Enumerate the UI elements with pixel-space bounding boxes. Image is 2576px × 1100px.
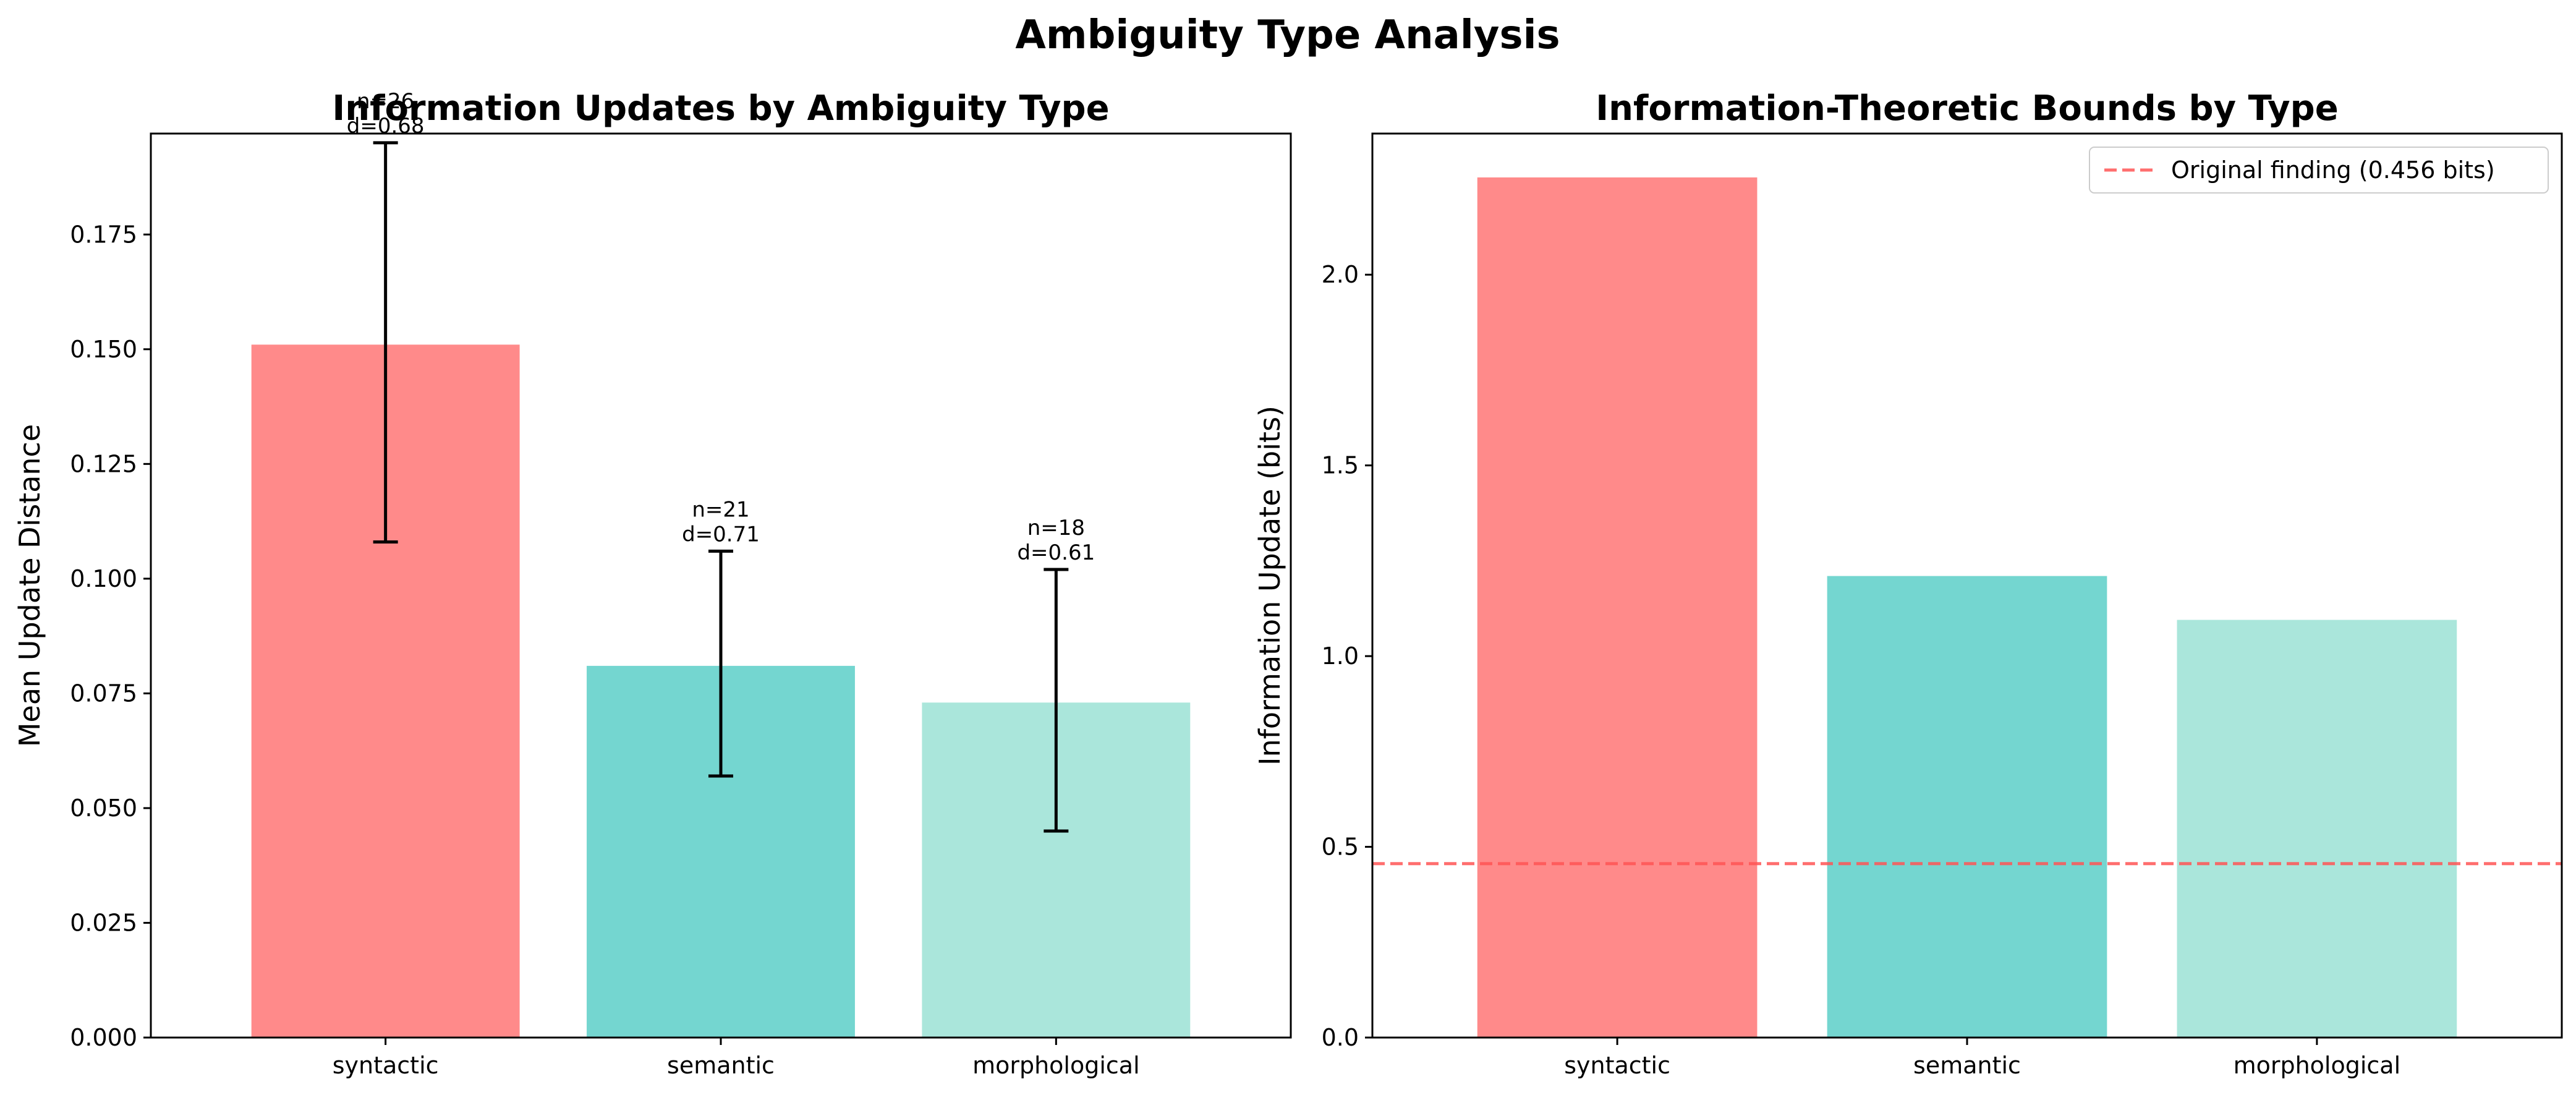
y-axis-label: Information Update (bits): [1253, 406, 1286, 765]
legend-label: Original finding (0.456 bits): [2171, 156, 2495, 184]
y-tick-label: 0.025: [70, 909, 137, 936]
annotation-n: n=21: [692, 497, 749, 522]
annotation-n: n=18: [1027, 516, 1085, 540]
annotation-d: d=0.71: [682, 522, 760, 547]
annotation-d: d=0.68: [347, 114, 425, 139]
y-tick-label: 0.0: [1322, 1024, 1359, 1051]
panel-title: Information Updates by Ambiguity Type: [332, 88, 1109, 129]
x-tick-label: syntactic: [1564, 1052, 1670, 1079]
annotation-d: d=0.61: [1017, 540, 1095, 565]
y-tick-label: 0.150: [70, 336, 137, 363]
bar-morphological: [2177, 620, 2457, 1038]
y-tick-label: 0.000: [70, 1024, 137, 1051]
bar-semantic: [1827, 576, 2107, 1038]
x-tick-label: semantic: [1913, 1052, 2021, 1079]
legend-box: [2089, 147, 2549, 194]
y-tick-label: 0.175: [70, 221, 137, 248]
y-tick-label: 2.0: [1322, 261, 1359, 288]
y-tick-label: 0.125: [70, 450, 137, 477]
y-tick-label: 0.075: [70, 680, 137, 707]
x-tick-label: morphological: [2234, 1052, 2401, 1079]
x-tick-label: semantic: [667, 1052, 775, 1079]
y-tick-label: 1.5: [1322, 452, 1359, 479]
panel-title: Information-Theoretic Bounds by Type: [1596, 88, 2338, 129]
y-axis-label: Mean Update Distance: [13, 424, 46, 747]
y-tick-label: 1.0: [1322, 642, 1359, 670]
annotation-n: n=26: [357, 89, 414, 114]
y-tick-label: 0.100: [70, 565, 137, 592]
bar-syntactic: [1477, 177, 1758, 1038]
figure-title: Ambiguity Type Analysis: [1015, 12, 1560, 58]
left-chart-panel: Information Updates by Ambiguity Typen=2…: [13, 88, 1292, 1079]
x-tick-label: morphological: [972, 1052, 1140, 1079]
x-tick-label: syntactic: [333, 1052, 439, 1079]
right-chart-panel: Information-Theoretic Bounds by Type 0.0 0…: [1253, 88, 2563, 1079]
y-tick-label: 0.5: [1322, 834, 1359, 861]
y-tick-label: 0.050: [70, 795, 137, 822]
